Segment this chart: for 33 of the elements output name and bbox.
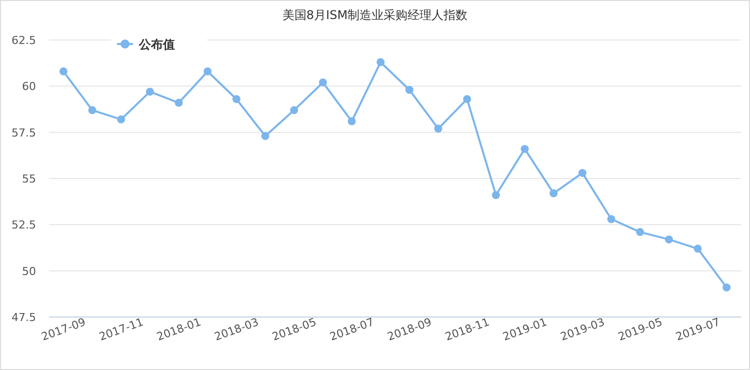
point [59,67,68,76]
point [722,283,731,292]
point [694,244,702,253]
point [664,235,673,244]
y-tick-label: 50 [22,264,36,278]
y-tick-label: 57.5 [12,126,36,140]
point [607,215,616,224]
legend-label: 公布值 [138,38,175,52]
point [318,78,327,86]
point [290,106,298,114]
y-tick-label: 47.5 [12,311,36,324]
point [261,132,270,140]
y-tick-label: 52.5 [12,218,36,232]
point [550,189,558,198]
y-tick-label: 55 [22,172,36,186]
point [492,191,500,200]
point [348,117,356,126]
y-tick-label: 62.5 [12,34,36,47]
point [117,115,126,124]
point [376,58,385,66]
point [463,95,472,104]
point [232,95,240,104]
point [434,124,442,133]
point [636,228,644,236]
point [204,67,212,76]
point [88,106,96,114]
point [174,98,183,107]
point [520,144,529,153]
y-tick-label: 60 [22,80,36,94]
point [146,88,154,96]
point [578,168,586,177]
chart-title: 美国8月ISM制造业采购经理人指数 [282,8,468,22]
point [405,86,414,94]
